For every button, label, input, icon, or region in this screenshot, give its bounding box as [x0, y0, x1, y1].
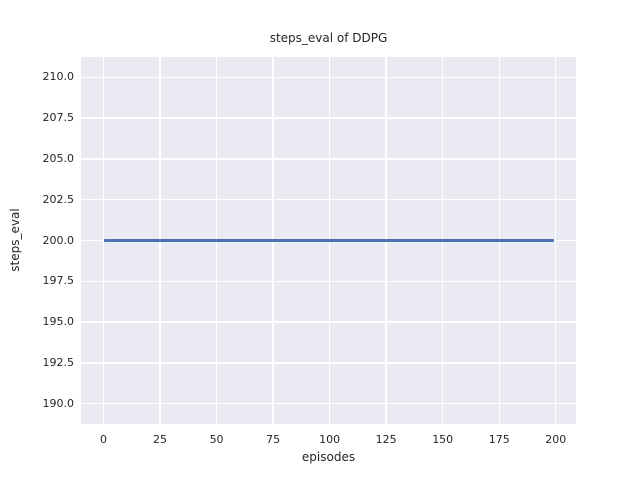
x-tick-label: 50: [209, 433, 224, 446]
gridline-horizontal: [81, 76, 576, 79]
x-tick-label: 150: [432, 433, 454, 446]
x-axis-label: episodes: [301, 450, 356, 464]
gridline-horizontal: [81, 402, 576, 405]
x-tick-label: 200: [545, 433, 567, 446]
y-tick-label: 192.5: [42, 355, 75, 369]
gridline-horizontal: [81, 321, 576, 323]
series-line-ddpg: [103, 239, 554, 242]
gridline-horizontal: [81, 280, 576, 282]
x-tick-label: 75: [266, 433, 281, 446]
y-tick-label: 190.0: [42, 396, 75, 410]
x-tick-label: 0: [100, 433, 107, 446]
gridline-horizontal: [81, 158, 576, 160]
y-axis-label: steps_eval: [8, 208, 22, 272]
y-tick-label: 202.5: [42, 192, 75, 206]
gridline-horizontal: [81, 117, 576, 119]
x-tick-label: 25: [153, 433, 168, 446]
chart-title: steps_eval of DDPG: [269, 31, 388, 45]
y-tick-label: 205.0: [42, 151, 75, 165]
gridline-horizontal: [81, 362, 576, 364]
y-tick-label: 195.0: [42, 315, 75, 329]
x-tick-label: 175: [488, 433, 510, 446]
gridline-horizontal: [81, 199, 576, 201]
x-tick-label: 100: [319, 433, 341, 446]
y-tick-label: 200.0: [42, 233, 75, 247]
plot-area: [81, 57, 576, 424]
x-tick-label: 125: [375, 433, 397, 446]
y-tick-label: 207.5: [42, 111, 75, 125]
y-tick-label: 210.0: [42, 70, 75, 84]
y-tick-label: 197.5: [42, 274, 75, 288]
